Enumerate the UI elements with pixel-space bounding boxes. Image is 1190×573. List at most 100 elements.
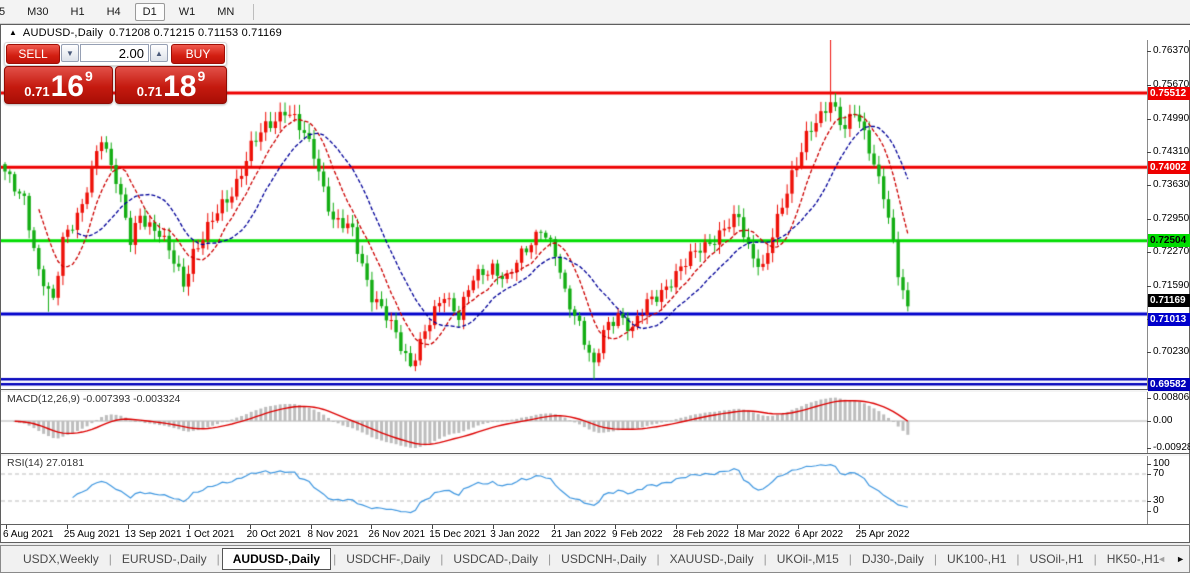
tab-separator: | — [440, 552, 444, 566]
date-tick-label: 6 Aug 2021 — [3, 529, 54, 540]
date-tick — [6, 525, 7, 529]
axis-tick — [1147, 448, 1151, 449]
tab-separator: | — [1016, 552, 1020, 566]
tab-separator: | — [333, 552, 337, 566]
axis-tick — [1147, 474, 1151, 475]
price-tick-label: 0.74310 — [1153, 146, 1190, 158]
rsi-label: RSI(14) 27.0181 — [7, 457, 85, 469]
volume-increase-button[interactable]: ▲ — [150, 44, 168, 62]
macd-label: MACD(12,26,9) -0.007393 -0.003324 — [7, 393, 181, 405]
date-tick-label: 20 Oct 2021 — [246, 529, 302, 540]
tabs-holder: USDX,Weekly | EURUSD-,Daily | AUDUSD-,Daily |… — [1, 548, 1169, 570]
axis-tick — [1147, 85, 1151, 87]
axis-tick — [1147, 152, 1151, 154]
sell-price-prefix: 0.71 — [24, 84, 50, 99]
buy-price-big-digits: 18 — [163, 70, 197, 103]
tab-separator: | — [656, 552, 660, 566]
tab-hk50-h1[interactable]: HK50-,H1 — [1106, 552, 1160, 566]
chart-window: ▲ AUDUSD-,Daily 0.71208 0.71215 0.71153 … — [0, 24, 1190, 543]
date-tick-label: 9 Feb 2022 — [612, 529, 663, 540]
collapse-arrow-icon[interactable]: ▲ — [9, 28, 17, 37]
tab-usoil-h1[interactable]: USOil-,H1 — [1029, 552, 1084, 566]
price-tick-label: 0.73630 — [1153, 179, 1190, 191]
price-tick-label: 0.74990 — [1153, 112, 1190, 124]
axis-tick — [1147, 352, 1151, 354]
tab-usdcad-daily[interactable]: USDCAD-,Daily — [453, 552, 539, 566]
tab-uk100-h1[interactable]: UK100-,H1 — [947, 552, 1007, 566]
trade-controls-row: SELL ▼ ▲ BUY — [4, 42, 227, 66]
date-tick-label: 8 Nov 2021 — [307, 529, 359, 540]
buy-button[interactable]: BUY — [171, 44, 225, 64]
axis-tick — [1147, 252, 1151, 254]
macd-indicator-canvas[interactable] — [1, 392, 1147, 452]
tab-ukoil-m15[interactable]: UKOil-,M15 — [776, 552, 839, 566]
price-level-label: 0.72504 — [1148, 234, 1190, 248]
tab-xauusd-daily[interactable]: XAUUSD-,Daily — [669, 552, 754, 566]
tab-usdchf-daily[interactable]: USDCHF-,Daily — [346, 552, 431, 566]
timeframe-toolbar: 5 M30 H1 H4 D1 W1 MN — [0, 0, 1190, 24]
axis-tick — [1147, 501, 1151, 502]
timeframe-button-h1[interactable]: H1 — [70, 5, 85, 18]
axis-tick — [1147, 285, 1151, 287]
timeframe-button-mn[interactable]: MN — [217, 5, 235, 18]
sell-price-big-digits: 16 — [50, 70, 84, 103]
volume-input[interactable] — [80, 44, 149, 62]
macd-tick-label: -0.009286 — [1153, 442, 1190, 453]
axis-tick — [1147, 185, 1151, 187]
date-tick — [554, 525, 556, 529]
date-axis-separator — [1, 523, 1189, 525]
chart-title-row: ▲ AUDUSD-,Daily 0.71208 0.71215 0.71153 … — [1, 25, 1190, 40]
date-tick-label: 1 Oct 2021 — [185, 529, 235, 540]
tab-usdcnh-daily[interactable]: USDCNH-,Daily — [561, 552, 647, 566]
date-tick — [797, 525, 799, 529]
tab-separator: | — [763, 552, 767, 566]
rsi-tick-label: 70 — [1153, 468, 1165, 479]
axis-tick — [1147, 118, 1151, 120]
tab-usdx-weekly[interactable]: USDX,Weekly — [23, 552, 99, 566]
tab-separator: | — [108, 552, 112, 566]
price-tick-label: 0.70230 — [1153, 346, 1190, 358]
chart-ohlc-values: 0.71208 0.71215 0.71153 0.71169 — [109, 26, 282, 39]
buy-price-pip-digit: 9 — [197, 68, 206, 84]
price-tick-label: 0.75670 — [1153, 79, 1190, 91]
timeframe-button-d1[interactable]: D1 — [134, 2, 165, 21]
date-tick — [66, 525, 68, 529]
price-level-label: 0.74002 — [1148, 160, 1190, 174]
price-tick-label: 0.72270 — [1153, 246, 1190, 258]
axis-tick — [1147, 218, 1151, 220]
tab-dj30-daily[interactable]: DJ30-,Daily — [861, 552, 924, 566]
tab-separator: | — [848, 552, 852, 566]
chart-tab-bar: USDX,Weekly | EURUSD-,Daily | AUDUSD-,Daily |… — [0, 545, 1190, 573]
sell-button[interactable]: SELL — [6, 44, 60, 64]
date-tick-label: 3 Jan 2022 — [490, 529, 540, 540]
rsi-tick-label: 30 — [1153, 495, 1165, 506]
date-tick-label: 18 Mar 2022 — [733, 529, 790, 540]
sell-price-tile[interactable]: 0.71 16 9 — [4, 66, 113, 104]
buy-price-prefix: 0.71 — [136, 84, 163, 99]
rsi-splitter[interactable] — [1, 452, 1189, 454]
timeframe-button-5[interactable]: 5 — [0, 5, 6, 18]
rsi-tick-label: 0 — [1153, 505, 1159, 516]
rsi-splitter-light — [1, 453, 1189, 456]
date-tick — [310, 525, 312, 529]
tab-scroll-right-icon[interactable]: ► — [1176, 554, 1185, 564]
macd-splitter[interactable] — [1, 389, 1189, 390]
tab-audusd-daily[interactable]: AUDUSD-,Daily — [221, 548, 332, 570]
timeframe-button-m30[interactable]: M30 — [27, 5, 49, 18]
date-tick-label: 25 Apr 2022 — [855, 529, 910, 540]
timeframe-button-w1[interactable]: W1 — [178, 5, 196, 18]
timeframe-button-h4[interactable]: H4 — [106, 5, 121, 18]
volume-decrease-button[interactable]: ▼ — [61, 44, 79, 62]
date-tick — [432, 525, 434, 529]
tab-eurusd-daily[interactable]: EURUSD-,Daily — [121, 552, 207, 566]
date-tick — [675, 525, 677, 529]
tab-scroll-left-icon[interactable]: ◄ — [1157, 554, 1167, 564]
tab-separator: | — [933, 552, 938, 566]
rsi-indicator-canvas[interactable] — [1, 455, 1147, 523]
buy-price-tile[interactable]: 0.71 18 9 — [115, 66, 227, 104]
price-axis-separator — [1147, 37, 1148, 524]
tab-scroll-arrows: ◄ ► — [1157, 546, 1185, 572]
price-level-label: 0.71169 — [1148, 293, 1190, 307]
sell-price-pip-digit: 9 — [84, 68, 93, 84]
price-level-label: 0.69582 — [1148, 377, 1190, 391]
